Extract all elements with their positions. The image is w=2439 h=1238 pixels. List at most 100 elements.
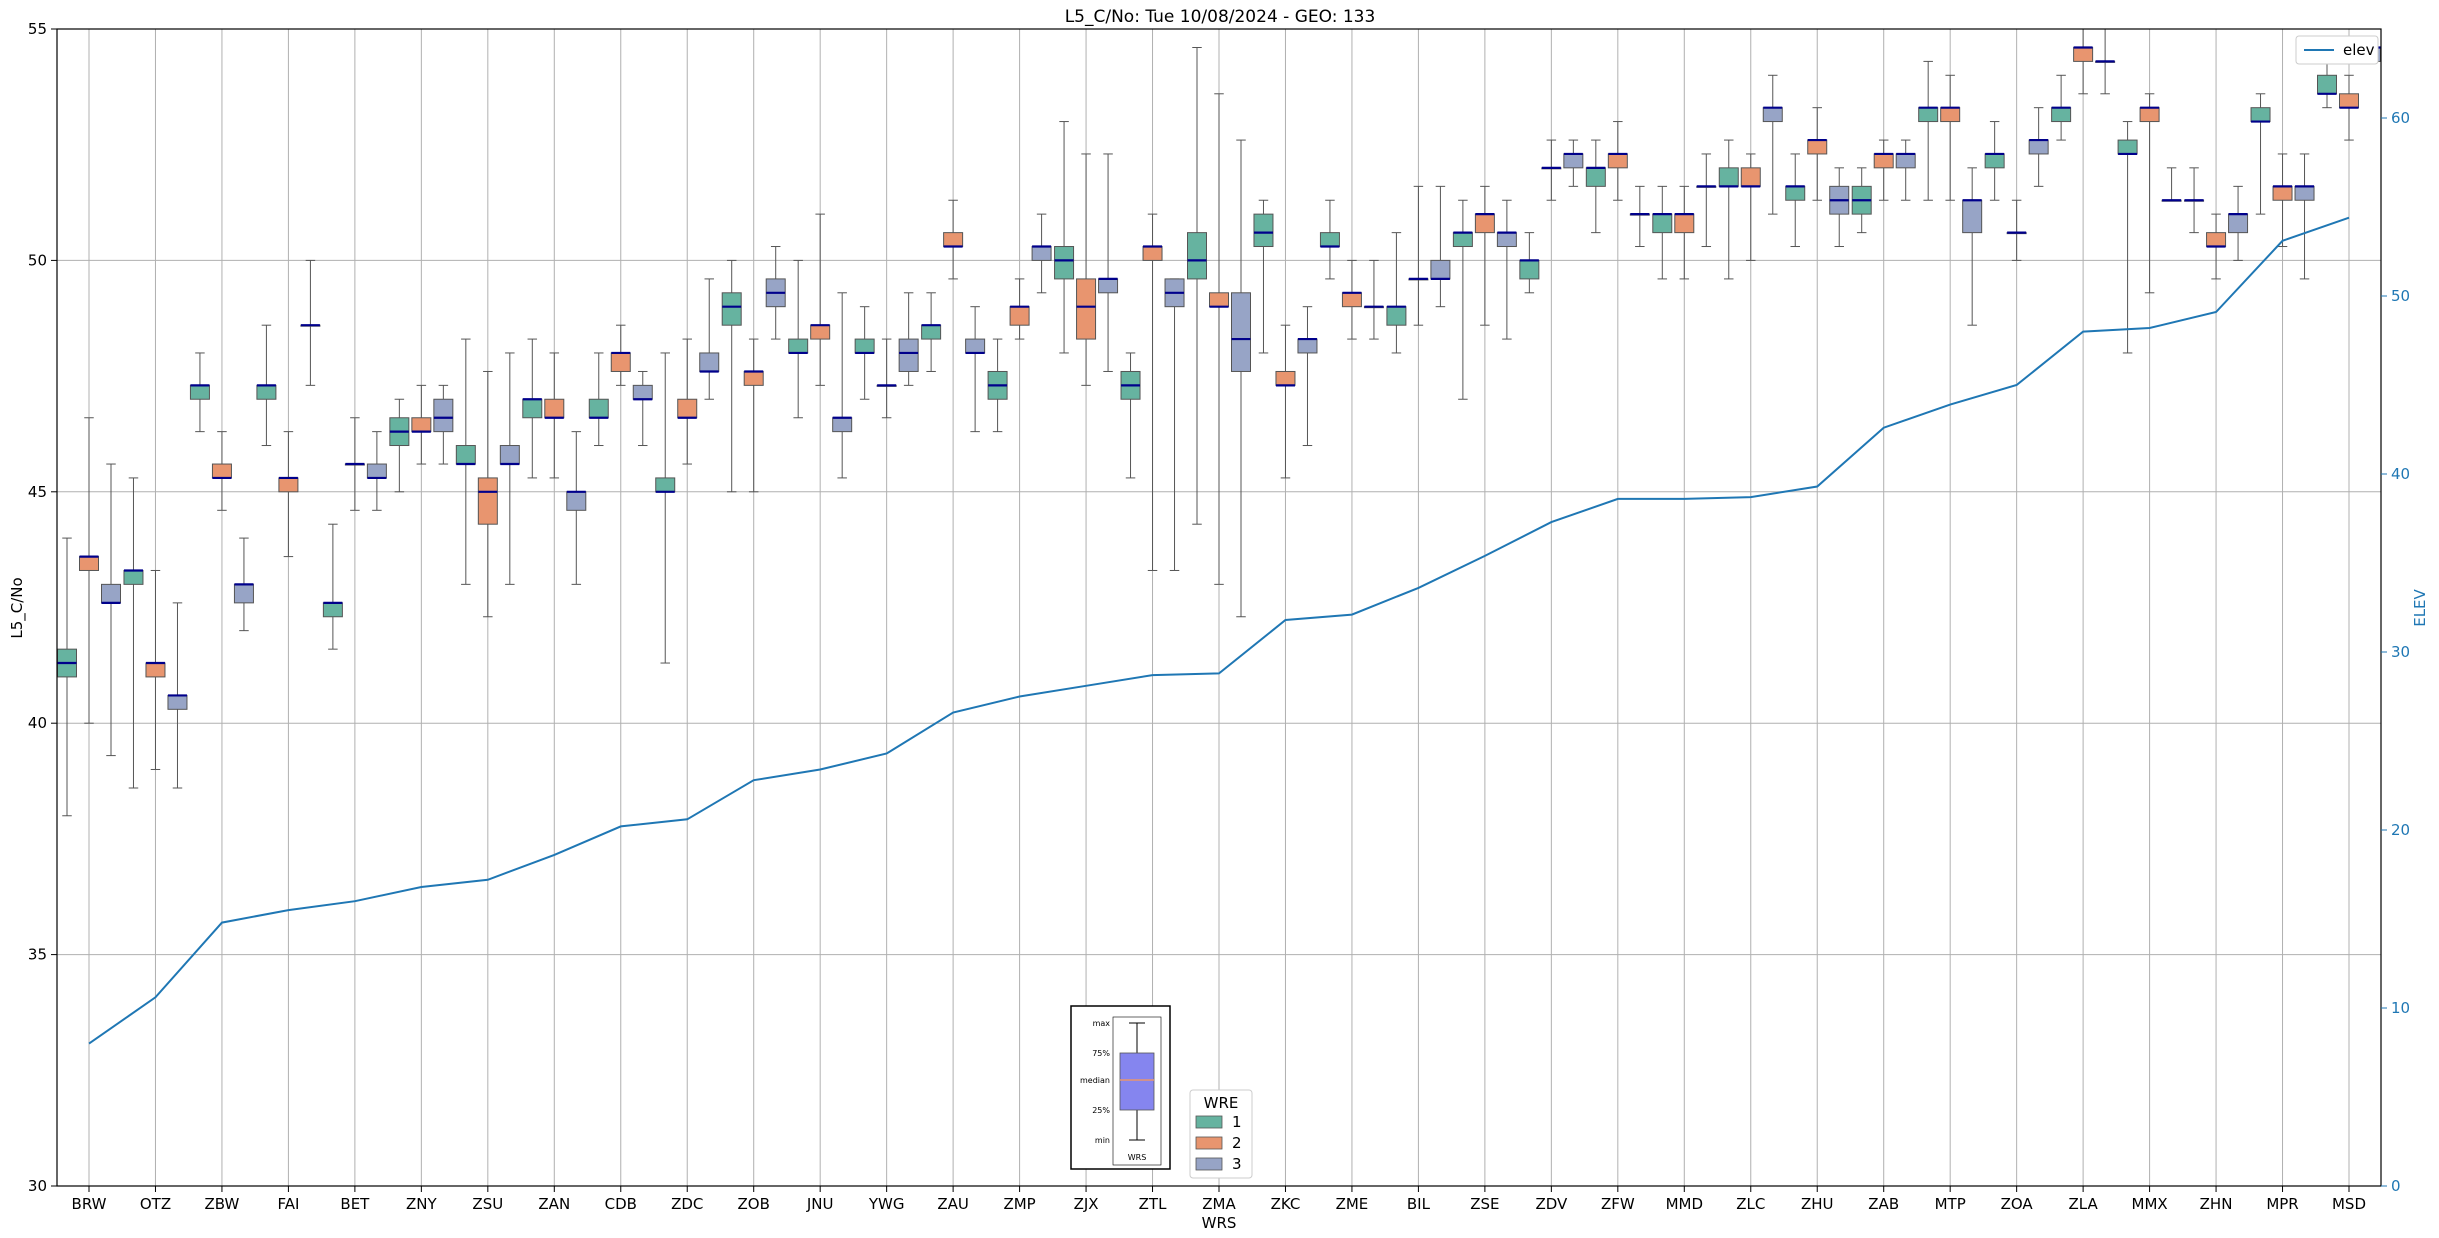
box-zan-wre2 bbox=[544, 352, 565, 479]
x-tick-label: YWG bbox=[868, 1195, 905, 1213]
box-iqr bbox=[1895, 153, 1916, 169]
box-zlc-wre2 bbox=[1740, 153, 1761, 261]
box-jnu-wre1 bbox=[788, 259, 809, 419]
box-iqr bbox=[167, 694, 188, 710]
box-iqr bbox=[632, 384, 653, 400]
box-zhn-wre1 bbox=[2184, 167, 2205, 234]
key-label: median bbox=[1080, 1076, 1110, 1085]
box-ztl-wre1 bbox=[1120, 352, 1141, 479]
box-iqr bbox=[123, 569, 144, 585]
box-zoa-wre2 bbox=[2006, 199, 2027, 261]
x-tick-label: ZNY bbox=[406, 1195, 437, 1213]
box-zsu-wre2 bbox=[477, 370, 498, 618]
box-cdb-wre3 bbox=[632, 370, 653, 447]
wre-legend: WRE 1 2 3 bbox=[1189, 1089, 1253, 1179]
x-tick-label: ZOB bbox=[738, 1195, 770, 1213]
box-iqr bbox=[699, 352, 720, 372]
box-zhn-wre3 bbox=[2228, 185, 2249, 261]
box-iqr bbox=[1474, 213, 1495, 234]
elevation-line bbox=[88, 216, 2350, 1045]
box-zma-wre2 bbox=[1209, 93, 1229, 585]
box-iqr bbox=[965, 338, 986, 354]
x-tick-label: MTP bbox=[1935, 1195, 1966, 1213]
box-iqr bbox=[1275, 370, 1296, 386]
box-zny-wre2 bbox=[411, 384, 432, 465]
box-iqr bbox=[544, 398, 565, 419]
box-zfw-wre3 bbox=[1629, 185, 1650, 248]
axes: BRW OTZ ZBW FAI BET ZNY ZSU ZAN CDB ZDC ZOB JNU YWG Z… bbox=[28, 20, 2410, 1213]
wre-legend-swatch bbox=[1195, 1115, 1223, 1129]
box-iqr bbox=[2250, 107, 2271, 123]
y-right-tick-label: 60 bbox=[2391, 109, 2410, 127]
box-iqr bbox=[1785, 185, 1806, 201]
elev-line bbox=[88, 216, 2350, 1045]
box-iqr bbox=[522, 398, 543, 419]
x-tick-label: ZSE bbox=[1470, 1195, 1499, 1213]
box-zme-wre3 bbox=[1363, 259, 1384, 340]
box-zbw-wre2 bbox=[211, 431, 232, 511]
box-zau-wre2 bbox=[943, 199, 964, 280]
key-label: 25% bbox=[1092, 1106, 1110, 1115]
box-zme-wre2 bbox=[1341, 259, 1362, 340]
box-iqr bbox=[2073, 47, 2094, 62]
box-iqr bbox=[1341, 292, 1362, 308]
box-ztl-wre3 bbox=[1164, 278, 1185, 571]
x-tick-label: ZLC bbox=[1736, 1195, 1765, 1213]
box-mmx-wre3 bbox=[2161, 167, 2182, 202]
wre-legend-title: WRE bbox=[1204, 1094, 1239, 1112]
box-jnu-wre3 bbox=[832, 292, 853, 479]
box-cdb-wre2 bbox=[610, 324, 631, 386]
x-tick-label: MMD bbox=[1666, 1195, 1703, 1213]
x-tick-label: ZKC bbox=[1271, 1195, 1301, 1213]
box-iqr bbox=[79, 556, 99, 571]
box-iqr bbox=[1962, 199, 1983, 234]
box-zhu-wre1 bbox=[1785, 153, 1806, 248]
box-iqr bbox=[1762, 107, 1783, 123]
box-iqr bbox=[1031, 246, 1052, 261]
box-iqr bbox=[1674, 213, 1695, 234]
box-zdv-wre3 bbox=[1563, 139, 1584, 187]
x-tick-label: ZFW bbox=[1601, 1195, 1635, 1213]
box-zmp-wre1 bbox=[987, 338, 1008, 433]
wre-legend-label: 2 bbox=[1232, 1134, 1242, 1152]
box-ywg-wre3 bbox=[898, 292, 919, 386]
box-zob-wre1 bbox=[721, 259, 742, 493]
box-msd-wre2 bbox=[2339, 74, 2359, 141]
box-mtp-wre1 bbox=[1918, 60, 1939, 201]
box-iqr bbox=[655, 477, 676, 493]
box-zob-wre3 bbox=[765, 246, 786, 340]
box-iqr bbox=[1496, 232, 1517, 248]
y-right-tick-label: 30 bbox=[2391, 643, 2410, 661]
wre-legend-label: 1 bbox=[1232, 1113, 1242, 1131]
box-zse-wre2 bbox=[1474, 185, 1495, 326]
box-zny-wre3 bbox=[433, 384, 454, 465]
key-label: 75% bbox=[1092, 1049, 1110, 1058]
box-fai-wre3 bbox=[300, 259, 321, 386]
box-zla-wre1 bbox=[2051, 74, 2072, 141]
y-tick-label: 30 bbox=[28, 1177, 47, 1195]
x-tick-label: ZOA bbox=[2001, 1195, 2034, 1213]
box-iqr bbox=[1253, 213, 1274, 248]
y-tick-label: 45 bbox=[28, 483, 47, 501]
box-iqr bbox=[1209, 292, 1229, 308]
x-tick-label: ZDV bbox=[1535, 1195, 1568, 1213]
box-zmp-wre3 bbox=[1031, 213, 1052, 294]
box-zbw-wre1 bbox=[189, 352, 210, 433]
x-tick-label: BET bbox=[340, 1195, 370, 1213]
box-iqr bbox=[433, 398, 454, 433]
box-zjx-wre2 bbox=[1076, 153, 1097, 386]
box-zfw-wre1 bbox=[1585, 139, 1606, 234]
box-iqr bbox=[1984, 153, 2005, 169]
box-iqr bbox=[677, 398, 698, 419]
box-fai-wre2 bbox=[278, 431, 299, 558]
y-right-tick-label: 50 bbox=[2391, 287, 2410, 305]
box-zsu-wre1 bbox=[455, 338, 476, 585]
box-brw-wre3 bbox=[101, 463, 121, 757]
box-iqr bbox=[2117, 139, 2138, 155]
wre-legend-swatch bbox=[1195, 1157, 1223, 1171]
box-bil-wre3 bbox=[1430, 185, 1451, 308]
box-zse-wre3 bbox=[1496, 199, 1517, 340]
box-brw-wre2 bbox=[79, 417, 99, 724]
key-label: max bbox=[1093, 1019, 1111, 1028]
